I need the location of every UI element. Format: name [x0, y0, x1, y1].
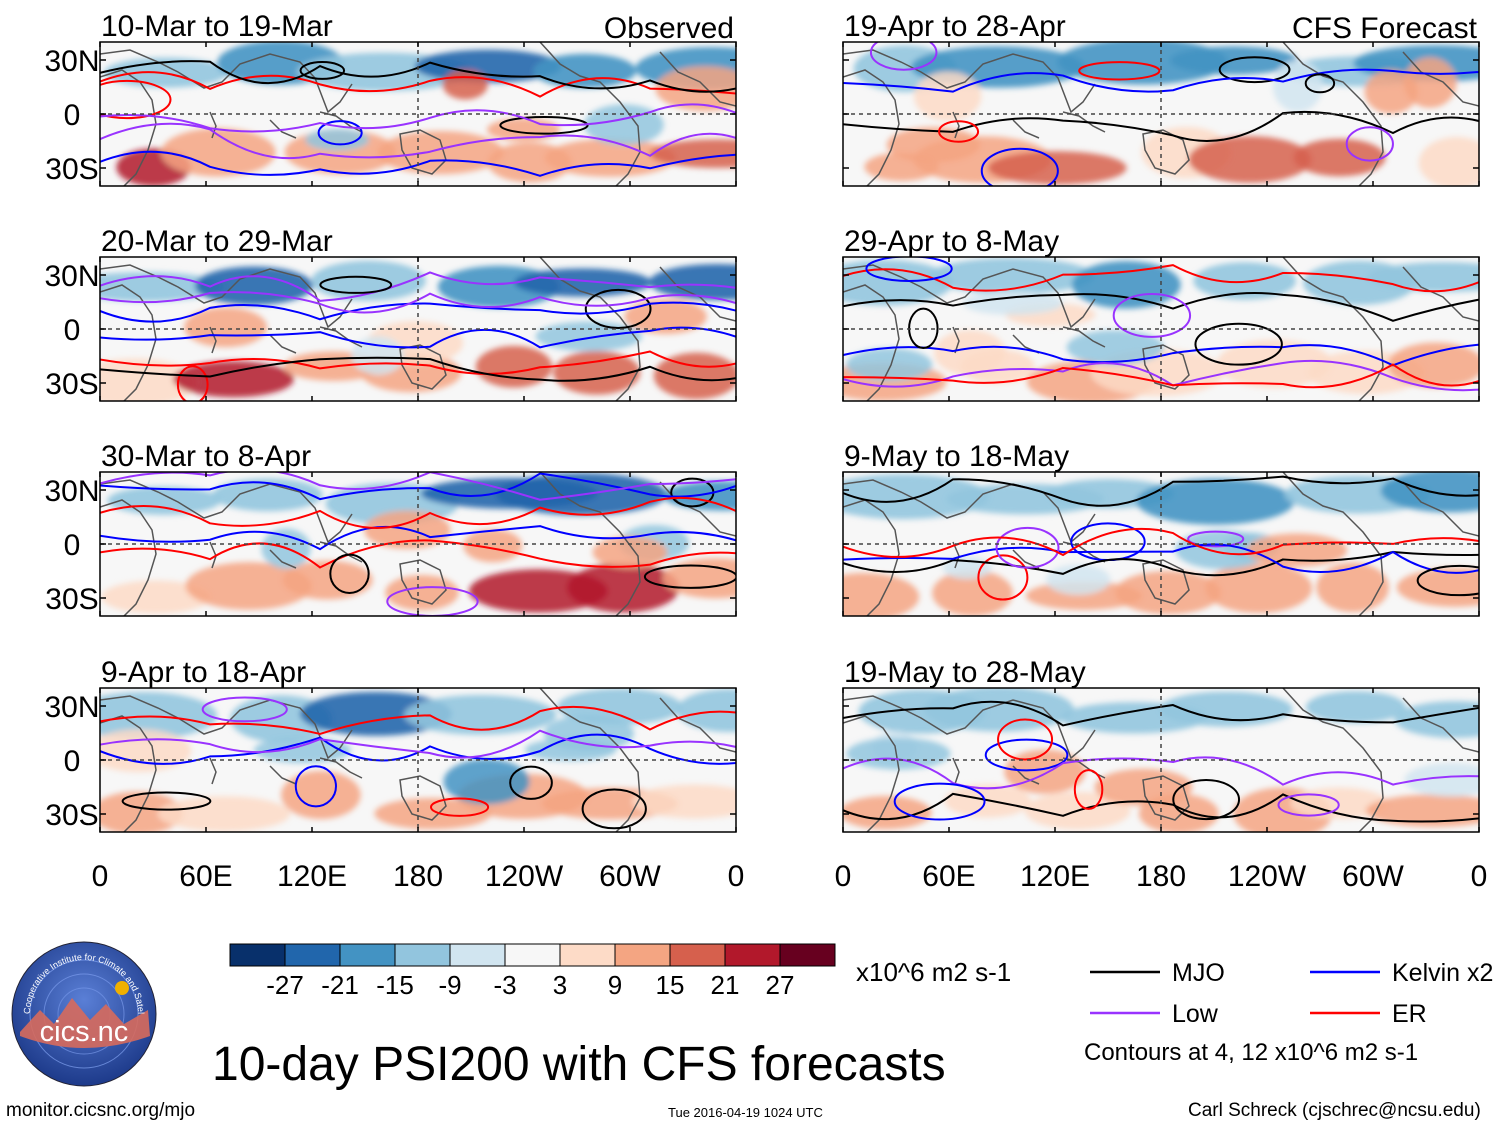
lon-tick-label: 0 — [92, 860, 109, 893]
footer-timestamp: Tue 2016-04-19 1024 UTC — [668, 1105, 823, 1120]
lon-tick-label: 60E — [179, 860, 232, 893]
panel-date-label: 30-Mar to 8-Apr — [101, 440, 311, 473]
lat-tick-label: 30S — [45, 153, 98, 186]
lon-tick-label: 0 — [835, 860, 852, 893]
legend-label: Low — [1172, 1000, 1219, 1028]
lat-tick-label: 30S — [45, 368, 98, 401]
logo-text: cics.nc — [39, 1016, 129, 1048]
column-label: CFS Forecast — [1292, 12, 1478, 45]
colorbar-swatch — [449, 943, 506, 967]
colorbar-tick-label: -27 — [266, 970, 304, 1000]
colorbar-swatch — [394, 943, 451, 967]
colorbar-swatch — [779, 943, 836, 967]
lon-tick-label: 0 — [1471, 860, 1488, 893]
lat-tick-label: 30N — [44, 691, 99, 724]
colorbar-units: x10^6 m2 s-1 — [856, 957, 1011, 987]
colorbar-swatch — [669, 943, 726, 967]
panel-date-label: 19-May to 28-May — [844, 656, 1086, 689]
map-panel: 9-May to 18-May — [842, 440, 1480, 617]
panel-date-label: 9-May to 18-May — [844, 440, 1069, 473]
lat-tick-label: 0 — [64, 99, 81, 132]
colorbar-swatch — [339, 943, 396, 967]
colorbar-swatch — [229, 943, 286, 967]
colorbar-swatch — [559, 943, 616, 967]
panel-date-label: 9-Apr to 18-Apr — [101, 656, 306, 689]
lat-tick-label: 30S — [45, 799, 98, 832]
lon-tick-label: 120E — [1020, 860, 1090, 893]
lon-tick-label: 180 — [1136, 860, 1186, 893]
map-panel: 19-Apr to 28-Apr CFS Forecast — [842, 10, 1480, 187]
lon-tick-label: 120E — [277, 860, 347, 893]
lon-tick-label: 120W — [1228, 860, 1307, 893]
panel-date-label: 29-Apr to 8-May — [844, 225, 1059, 258]
lon-tick-label: 0 — [728, 860, 745, 893]
legend-label: Kelvin x2 — [1392, 959, 1493, 987]
colorbar-swatch — [284, 943, 341, 967]
lat-tick-label: 0 — [64, 314, 81, 347]
footer-author: Carl Schreck (cjschrec@ncsu.edu) — [1188, 1100, 1481, 1121]
colorbar-tick-label: -15 — [376, 970, 414, 1000]
map-panel: 19-May to 28-May — [842, 656, 1480, 833]
lon-tick-label: 120W — [485, 860, 564, 893]
colorbar-swatch — [504, 943, 561, 967]
lat-tick-label: 0 — [64, 529, 81, 562]
panel-date-label: 20-Mar to 29-Mar — [101, 225, 333, 258]
colorbar-tick-label: 27 — [766, 970, 795, 1000]
colorbar-tick-label: 9 — [608, 970, 622, 1000]
lat-tick-label: 30N — [44, 475, 99, 508]
map-panel: 29-Apr to 8-May — [842, 225, 1480, 402]
legend-label: MJO — [1172, 959, 1225, 987]
footer-website[interactable]: monitor.cicsnc.org/mjo — [6, 1100, 196, 1121]
colorbar-tick-label: -3 — [493, 970, 516, 1000]
colorbar-tick-label: -21 — [321, 970, 359, 1000]
colorbar: -27 -21 -15 -9 -3 3 9 15 21 27 — [229, 943, 836, 1000]
contour-note: Contours at 4, 12 x10^6 m2 s-1 — [1084, 1039, 1418, 1066]
lon-tick-label: 60W — [1342, 860, 1404, 893]
lat-tick-label: 30N — [44, 45, 99, 78]
lon-tick-label: 180 — [393, 860, 443, 893]
lat-tick-label: 30N — [44, 260, 99, 293]
lat-tick-label: 0 — [64, 745, 81, 778]
lat-tick-label: 30S — [45, 583, 98, 616]
colorbar-swatch — [614, 943, 671, 967]
lon-tick-label: 60W — [599, 860, 661, 893]
colorbar-tick-label: 3 — [553, 970, 567, 1000]
colorbar-tick-label: 15 — [656, 970, 685, 1000]
colorbar-tick-label: -9 — [438, 970, 461, 1000]
colorbar-swatch — [724, 943, 781, 967]
contour-legend: MJO Kelvin x2 Low ER — [1090, 959, 1493, 1028]
cics-nc-logo: Cooperative Institute for Climate and Sa… — [10, 940, 157, 1087]
legend-label: ER — [1392, 1000, 1427, 1028]
lon-tick-label: 60E — [922, 860, 975, 893]
panel-date-label: 10-Mar to 19-Mar — [101, 10, 333, 43]
figure-title: 10-day PSI200 with CFS forecasts — [212, 1038, 946, 1091]
colorbar-tick-label: 21 — [711, 970, 740, 1000]
map-panel: 10-Mar to 19-Mar Observed 30N 0 30S — [44, 10, 737, 187]
column-label: Observed — [604, 12, 734, 45]
panel-date-label: 19-Apr to 28-Apr — [844, 10, 1066, 43]
